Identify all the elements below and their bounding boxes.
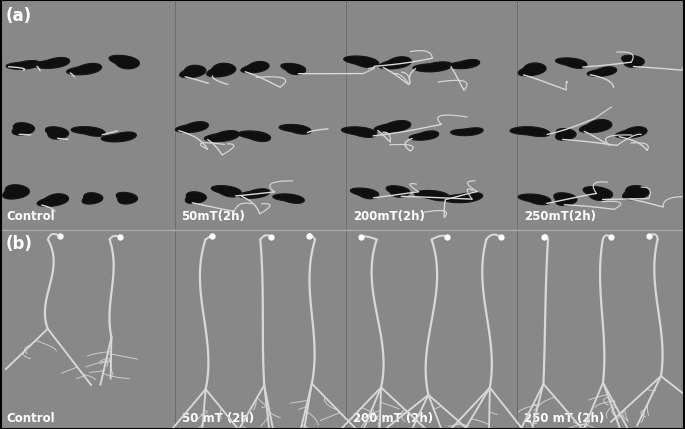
Polygon shape: [344, 56, 379, 67]
Polygon shape: [186, 192, 206, 203]
Polygon shape: [241, 62, 269, 73]
Text: 200mT(2h): 200mT(2h): [353, 210, 425, 223]
Polygon shape: [587, 67, 616, 76]
Polygon shape: [622, 55, 644, 67]
Polygon shape: [116, 193, 138, 204]
Polygon shape: [281, 63, 306, 74]
Polygon shape: [12, 123, 34, 135]
Polygon shape: [414, 190, 450, 201]
Polygon shape: [379, 57, 411, 69]
Polygon shape: [212, 186, 241, 197]
Polygon shape: [623, 186, 649, 199]
Text: 200 mT (2h): 200 mT (2h): [353, 412, 433, 425]
Polygon shape: [342, 127, 377, 137]
Polygon shape: [175, 122, 208, 133]
Text: (b): (b): [5, 236, 32, 254]
Polygon shape: [66, 63, 101, 75]
Polygon shape: [510, 127, 550, 136]
Polygon shape: [207, 63, 236, 77]
Text: Control: Control: [7, 210, 55, 223]
Text: 50 mT (2h): 50 mT (2h): [182, 412, 253, 425]
Polygon shape: [556, 58, 587, 68]
Polygon shape: [374, 121, 410, 132]
Polygon shape: [238, 131, 271, 142]
Polygon shape: [101, 132, 136, 142]
Polygon shape: [109, 55, 139, 69]
Polygon shape: [580, 120, 612, 133]
Text: 250 mT (2h): 250 mT (2h): [524, 412, 604, 425]
Polygon shape: [518, 63, 546, 76]
Text: 50mT(2h): 50mT(2h): [182, 210, 245, 223]
Polygon shape: [273, 194, 304, 203]
Polygon shape: [279, 124, 311, 134]
Polygon shape: [34, 57, 69, 68]
Polygon shape: [71, 127, 105, 136]
Text: Control: Control: [7, 412, 55, 425]
Polygon shape: [451, 128, 483, 136]
Polygon shape: [179, 65, 205, 78]
Polygon shape: [46, 127, 68, 139]
Text: (a): (a): [5, 7, 32, 25]
Polygon shape: [3, 185, 29, 199]
Polygon shape: [616, 127, 647, 138]
Polygon shape: [37, 194, 68, 206]
Polygon shape: [205, 131, 239, 142]
Polygon shape: [449, 60, 479, 69]
Polygon shape: [410, 131, 438, 140]
Polygon shape: [443, 193, 482, 202]
Polygon shape: [556, 129, 576, 140]
Polygon shape: [6, 60, 40, 69]
Text: 250mT(2h): 250mT(2h): [524, 210, 596, 223]
Polygon shape: [351, 188, 379, 199]
Polygon shape: [82, 193, 103, 204]
Polygon shape: [583, 187, 612, 200]
Polygon shape: [413, 62, 452, 72]
Polygon shape: [554, 193, 577, 205]
Polygon shape: [386, 186, 410, 197]
Polygon shape: [239, 189, 269, 198]
Polygon shape: [519, 194, 551, 205]
